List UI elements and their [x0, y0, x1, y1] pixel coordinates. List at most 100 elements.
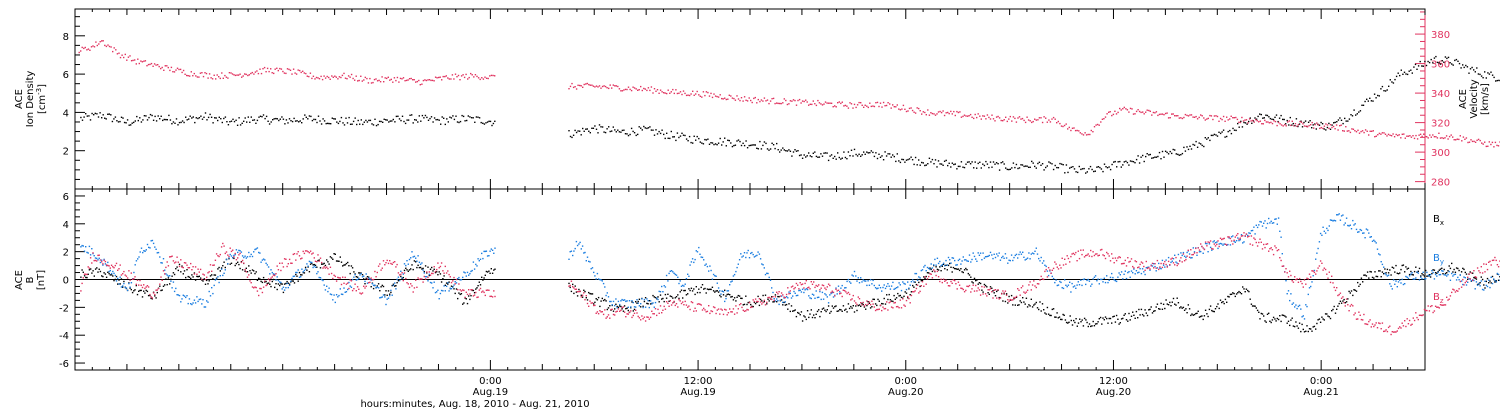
density-point — [268, 123, 271, 125]
bx-point — [1407, 267, 1410, 269]
density-point — [1021, 164, 1024, 166]
bx-point — [167, 277, 170, 279]
by-point — [679, 280, 681, 282]
by-point — [1463, 276, 1465, 278]
by-point — [664, 286, 667, 288]
bx-point — [483, 277, 485, 279]
by-point — [1145, 267, 1147, 269]
velocity-point — [649, 89, 651, 92]
bx-point — [696, 291, 699, 294]
velocity-point — [1282, 125, 1284, 127]
density-point — [1457, 60, 1459, 62]
by-point — [1358, 231, 1360, 233]
by-point — [1365, 228, 1368, 230]
density-point — [1435, 55, 1437, 58]
velocity-point — [1497, 145, 1500, 147]
velocity-point — [1203, 117, 1205, 119]
by-point — [674, 273, 676, 276]
by-point — [370, 279, 372, 281]
bx-point — [306, 269, 308, 271]
by-point — [465, 275, 467, 277]
bx-point — [929, 267, 931, 269]
bx-point — [411, 264, 413, 266]
bx-point — [1248, 290, 1250, 293]
velocity-point — [1078, 130, 1080, 132]
density-point — [748, 144, 750, 147]
bx-point — [724, 289, 726, 291]
bx-point — [1418, 267, 1421, 270]
bx-point — [935, 266, 937, 268]
bx-point — [484, 274, 486, 276]
velocity-point — [245, 73, 247, 76]
velocity-point — [1062, 125, 1064, 128]
by-point — [214, 279, 217, 281]
velocity-point — [1345, 126, 1347, 128]
by-point — [1154, 265, 1156, 268]
density-point — [1300, 120, 1302, 122]
velocity-point — [598, 85, 601, 87]
bx-point — [297, 280, 299, 282]
velocity-point — [647, 87, 650, 89]
velocity-point — [1296, 125, 1298, 127]
bx-point — [782, 304, 784, 306]
velocity-point — [1256, 120, 1258, 122]
density-point — [351, 123, 353, 125]
bx-point — [785, 303, 788, 306]
density-point — [1172, 148, 1174, 151]
bx-point — [1455, 267, 1458, 269]
density-point — [594, 125, 596, 127]
velocity-point — [1349, 131, 1352, 134]
density-point — [1207, 137, 1209, 139]
bx-point — [1085, 319, 1087, 321]
velocity-point — [1120, 109, 1122, 111]
velocity-point — [1183, 116, 1185, 119]
velocity-point — [711, 96, 714, 99]
bx-point — [975, 279, 977, 282]
velocity-point — [116, 53, 119, 55]
by-point — [573, 250, 575, 252]
velocity-point — [1021, 117, 1024, 120]
bx-point — [1423, 275, 1426, 277]
velocity-point — [350, 73, 353, 76]
bx-point — [1191, 313, 1193, 315]
velocity-point — [591, 84, 593, 86]
by-point — [1233, 240, 1235, 243]
by-point — [117, 277, 119, 280]
velocity-point — [1429, 134, 1431, 136]
bx-point — [117, 283, 119, 285]
by-point — [637, 302, 639, 304]
velocity-point — [643, 87, 645, 90]
density-point — [785, 150, 787, 152]
density-point — [1151, 157, 1153, 159]
density-point — [1200, 143, 1202, 145]
by-point — [902, 281, 904, 283]
density-point — [1145, 155, 1147, 158]
velocity-point — [684, 92, 686, 95]
density-point — [1227, 130, 1229, 133]
by-point — [1480, 280, 1482, 282]
by-point — [1271, 222, 1274, 224]
by-point — [192, 302, 194, 304]
density-point — [1275, 114, 1278, 116]
by-point — [1362, 232, 1364, 234]
top-panel-frame — [74, 8, 1426, 190]
by-point — [1132, 272, 1134, 274]
by-point — [1108, 279, 1110, 281]
velocity-point — [473, 76, 475, 78]
bx-point — [1012, 304, 1014, 306]
by-point — [197, 300, 199, 303]
density-point — [853, 148, 856, 151]
bx-point — [1371, 276, 1374, 279]
by-point — [619, 303, 621, 306]
bx-point — [1491, 275, 1494, 278]
density-point — [1174, 149, 1176, 151]
bx-point — [413, 260, 416, 262]
density-point — [1114, 160, 1116, 163]
by-point — [453, 284, 455, 286]
velocity-point — [580, 85, 582, 87]
density-point — [805, 156, 807, 158]
velocity-point — [1222, 115, 1225, 118]
velocity-point — [308, 75, 310, 78]
density-point — [389, 120, 391, 122]
by-point — [1319, 232, 1322, 235]
